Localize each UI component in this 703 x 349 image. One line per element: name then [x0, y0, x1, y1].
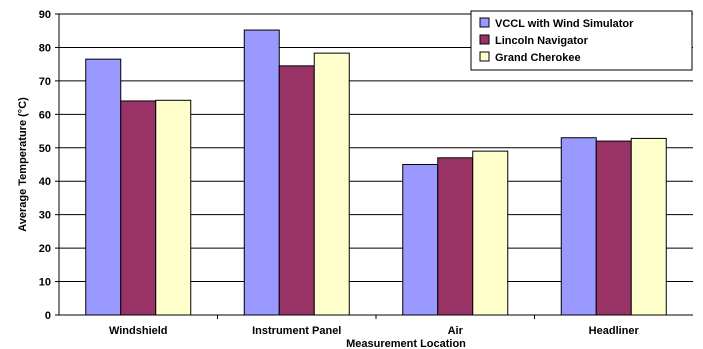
bar-3-1 — [155, 99, 192, 316]
x-axis-title: Measurement Location — [346, 338, 466, 349]
bar-1-3 — [402, 164, 439, 316]
bar-2-4 — [595, 140, 632, 316]
y-tick-label: 80 — [39, 42, 51, 54]
x-category-label: Headliner — [589, 325, 640, 337]
bar-1-2 — [243, 29, 280, 316]
bar-3-2 — [313, 52, 350, 316]
y-axis-title: Average Temperature (°C) — [17, 97, 29, 232]
y-tick-label: 0 — [45, 310, 51, 322]
y-tick-labels: 0 10 20 30 40 50 60 70 80 90 — [39, 9, 59, 322]
bars — [85, 29, 667, 316]
legend-swatch — [479, 34, 490, 45]
legend-label: Lincoln Navigator — [495, 35, 589, 47]
legend-box — [470, 10, 693, 71]
bar-3-4 — [630, 137, 667, 316]
y-tick-label: 50 — [39, 143, 51, 155]
legend-label: VCCL with Wind Simulator — [495, 18, 634, 30]
y-tick-label: 10 — [39, 277, 51, 289]
bar-3-3 — [472, 150, 509, 316]
bar-2-2 — [278, 65, 315, 316]
x-category-label: Windshield — [109, 325, 168, 337]
bar-1-4 — [560, 137, 597, 316]
x-category-label: Instrument Panel — [252, 325, 341, 337]
legend-swatch — [479, 51, 490, 62]
x-category-labels: Windshield Instrument Panel Air Headliner — [109, 315, 640, 337]
legend: VCCL with Wind Simulator Lincoln Navigato… — [470, 10, 693, 71]
bar-2-1 — [120, 100, 157, 316]
bar-1-1 — [85, 58, 122, 316]
y-tick-label: 60 — [39, 109, 51, 121]
legend-swatch — [479, 17, 490, 28]
y-tick-label: 20 — [39, 243, 51, 255]
x-category-label: Air — [448, 325, 464, 337]
y-tick-label: 90 — [39, 9, 51, 21]
y-tick-label: 70 — [39, 76, 51, 88]
legend-label: Grand Cherokee — [495, 52, 581, 64]
bar-2-3 — [437, 157, 474, 316]
y-tick-label: 30 — [39, 210, 51, 222]
y-tick-label: 40 — [39, 176, 51, 188]
